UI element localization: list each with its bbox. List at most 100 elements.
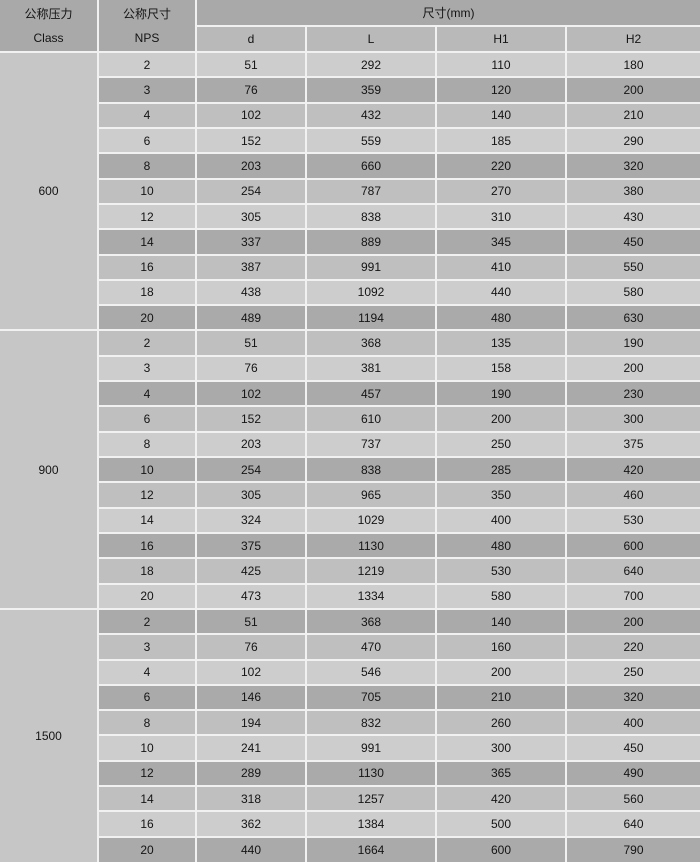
d-cell: 203 — [196, 431, 307, 459]
h1-cell: 345 — [436, 229, 567, 256]
table-row: 6 152 559 185 290 — [0, 127, 700, 155]
header-col-h1: H1 — [436, 26, 567, 53]
header-pressure-cn: 公称压力 — [24, 6, 73, 21]
d-cell: 152 — [196, 406, 307, 433]
table-row: 16 362 1384 500 640 — [0, 811, 700, 838]
header-row-sub: d L H1 H2 — [0, 26, 700, 53]
l-cell: 705 — [306, 684, 437, 712]
l-cell: 1194 — [306, 305, 437, 332]
d-cell: 425 — [196, 558, 307, 585]
nps-cell: 8 — [98, 153, 197, 180]
d-cell: 305 — [196, 482, 307, 509]
l-cell: 832 — [306, 710, 437, 737]
h1-cell: 270 — [436, 178, 567, 205]
d-cell: 440 — [196, 836, 307, 862]
table-row: 20 440 1664 600 790 — [0, 836, 700, 862]
h1-cell: 350 — [436, 482, 567, 509]
d-cell: 194 — [196, 710, 307, 737]
h2-cell: 230 — [566, 381, 700, 408]
l-cell: 1334 — [306, 583, 437, 610]
d-cell: 254 — [196, 457, 307, 484]
d-cell: 102 — [196, 659, 307, 686]
table-row: 20 489 1194 480 630 — [0, 305, 700, 332]
table-row: 16 387 991 410 550 — [0, 254, 700, 281]
h1-cell: 260 — [436, 710, 567, 737]
h2-cell: 450 — [566, 229, 700, 256]
table-row: 14 337 889 345 450 — [0, 229, 700, 256]
table-row: 10 254 838 285 420 — [0, 457, 700, 484]
table-row: 4 102 457 190 230 — [0, 381, 700, 408]
nps-cell: 3 — [98, 77, 197, 104]
l-cell: 965 — [306, 482, 437, 509]
l-cell: 470 — [306, 634, 437, 661]
l-cell: 457 — [306, 381, 437, 408]
table-row: 4 102 432 140 210 — [0, 102, 700, 129]
h2-cell: 700 — [566, 583, 700, 610]
d-cell: 324 — [196, 507, 307, 534]
nps-cell: 2 — [98, 608, 197, 636]
class-rating-cell: 600 — [0, 52, 99, 332]
h1-cell: 580 — [436, 583, 567, 610]
h1-cell: 110 — [436, 52, 567, 79]
nps-cell: 16 — [98, 532, 197, 560]
d-cell: 318 — [196, 786, 307, 813]
nps-cell: 12 — [98, 482, 197, 509]
table-row: 8 203 660 220 320 — [0, 153, 700, 180]
h1-cell: 158 — [436, 355, 567, 383]
nps-cell: 14 — [98, 786, 197, 813]
h1-cell: 480 — [436, 305, 567, 332]
nps-cell: 10 — [98, 457, 197, 484]
h2-cell: 290 — [566, 127, 700, 155]
l-cell: 1219 — [306, 558, 437, 585]
table-row: 12 305 965 350 460 — [0, 482, 700, 509]
d-cell: 76 — [196, 634, 307, 661]
h1-cell: 365 — [436, 760, 567, 788]
l-cell: 1130 — [306, 760, 437, 788]
l-cell: 368 — [306, 330, 437, 357]
d-cell: 76 — [196, 77, 307, 104]
h2-cell: 210 — [566, 102, 700, 129]
h1-cell: 140 — [436, 102, 567, 129]
table-row: 14 324 1029 400 530 — [0, 507, 700, 534]
d-cell: 203 — [196, 153, 307, 180]
d-cell: 375 — [196, 532, 307, 560]
h1-cell: 530 — [436, 558, 567, 585]
h2-cell: 180 — [566, 52, 700, 79]
header-pressure-en: Class — [33, 30, 64, 45]
d-cell: 51 — [196, 608, 307, 636]
nps-cell: 6 — [98, 406, 197, 433]
header-size-nps: 公称尺寸 NPS — [98, 0, 197, 53]
table-body: 600 2 51 292 110 180 3 76 359 120 200 4 102 432 140 210… — [0, 52, 700, 862]
h2-cell: 300 — [566, 406, 700, 433]
nps-cell: 20 — [98, 305, 197, 332]
table-row: 14 318 1257 420 560 — [0, 786, 700, 813]
h1-cell: 250 — [436, 431, 567, 459]
h1-cell: 500 — [436, 811, 567, 838]
table-row: 6 152 610 200 300 — [0, 406, 700, 433]
h2-cell: 430 — [566, 203, 700, 231]
table-row: 12 305 838 310 430 — [0, 203, 700, 231]
h1-cell: 285 — [436, 457, 567, 484]
l-cell: 660 — [306, 153, 437, 180]
h2-cell: 490 — [566, 760, 700, 788]
h2-cell: 460 — [566, 482, 700, 509]
nps-cell: 8 — [98, 710, 197, 737]
h2-cell: 560 — [566, 786, 700, 813]
h1-cell: 185 — [436, 127, 567, 155]
table-row: 600 2 51 292 110 180 — [0, 52, 700, 332]
table-header: 公称压力 Class 公称尺寸 NPS 尺寸(mm) d L H1 H2 — [0, 0, 700, 53]
nps-cell: 14 — [98, 229, 197, 256]
l-cell: 1029 — [306, 507, 437, 534]
header-col-d: d — [196, 26, 307, 53]
h1-cell: 200 — [436, 406, 567, 433]
h1-cell: 480 — [436, 532, 567, 560]
nps-cell: 4 — [98, 102, 197, 129]
h1-cell: 310 — [436, 203, 567, 231]
h2-cell: 640 — [566, 811, 700, 838]
table-row: 18 425 1219 530 640 — [0, 558, 700, 585]
table-row: 3 76 381 158 200 — [0, 355, 700, 383]
nps-cell: 12 — [98, 760, 197, 788]
l-cell: 1257 — [306, 786, 437, 813]
l-cell: 610 — [306, 406, 437, 433]
nps-cell: 3 — [98, 634, 197, 661]
